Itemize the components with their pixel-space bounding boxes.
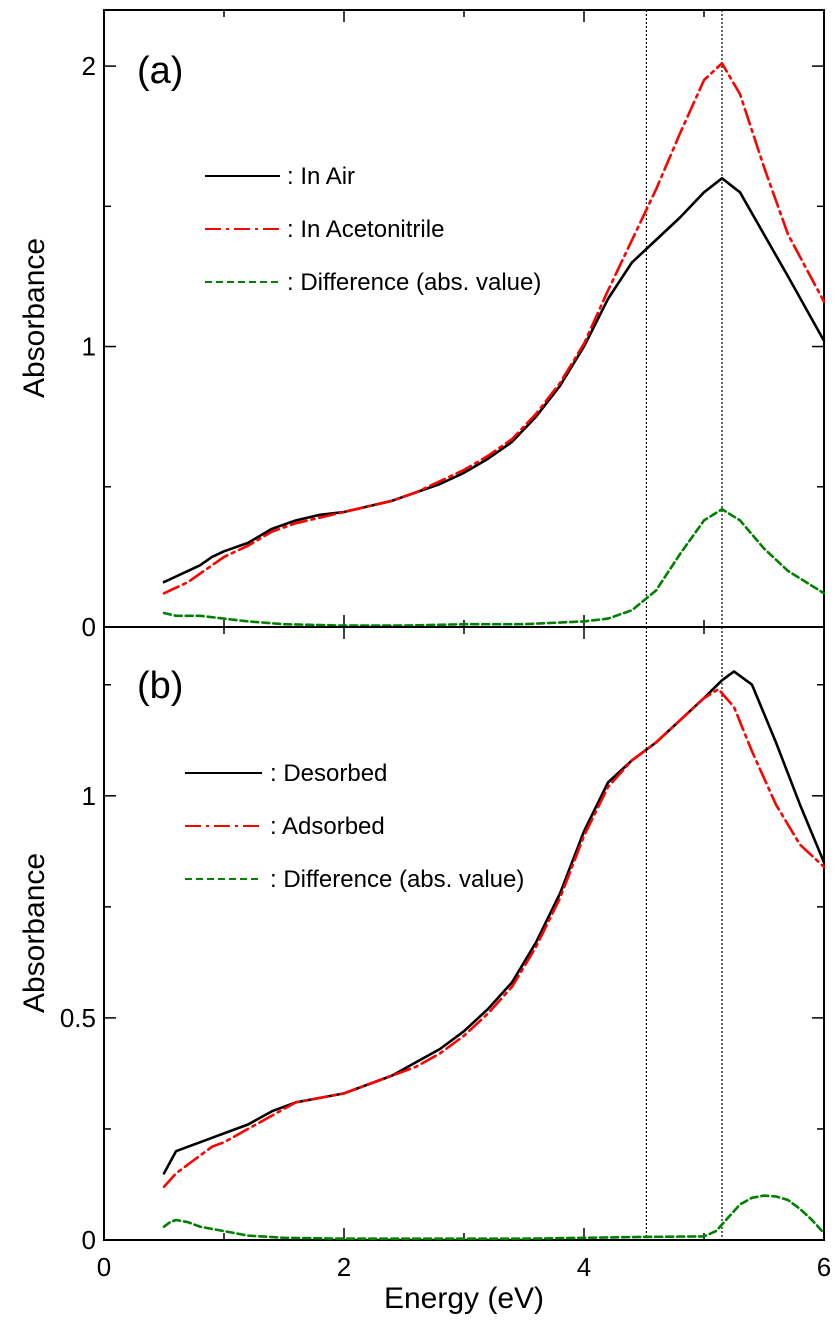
x-tick-label: 4	[577, 1252, 591, 1282]
legend-entry: : In Air	[287, 163, 355, 190]
series-line-2	[162, 61, 826, 595]
series-line-3	[162, 507, 826, 627]
x-tick-label: 0	[97, 1252, 111, 1282]
y-tick-label: 1	[82, 781, 96, 811]
series-line-3	[162, 1194, 826, 1240]
legend-entry: : Desorbed	[270, 760, 387, 787]
legend-entry: : Difference (abs. value)	[287, 269, 541, 296]
y-tick-label: 0.5	[60, 1003, 96, 1033]
x-tick-label: 2	[337, 1252, 351, 1282]
series-line-2	[162, 687, 826, 1188]
panel-b: 0 2 4 6 0 0.5 1 (b) Absorbance Energy (eV) : D…	[18, 626, 831, 1315]
series-line-1	[162, 177, 826, 584]
panel-b-ylabel: Absorbance	[18, 853, 51, 1013]
legend-entry: : Adsorbed	[270, 813, 385, 840]
y-tick-label: 1	[82, 332, 96, 362]
series-line-1	[162, 670, 826, 1175]
legend-entry: : In Acetonitrile	[287, 216, 444, 243]
panel-a-label: (a)	[137, 50, 183, 92]
panel-b-label: (b)	[137, 665, 183, 707]
panel-a-ylabel: Absorbance	[18, 238, 51, 398]
x-axis-label: Energy (eV)	[384, 1282, 544, 1315]
x-tick-label: 6	[817, 1252, 831, 1282]
panel-a-legend: : In Air : In Acetonitrile : Difference (a…	[205, 163, 541, 296]
panel-b-legend: : Desorbed : Adsorbed : Difference (abs. v…	[185, 760, 524, 893]
panel-a: 0 1 2 (a) Absorbance : In Air : In Acetonit…	[18, 9, 826, 642]
legend-entry: : Difference (abs. value)	[270, 866, 524, 893]
y-tick-label: 0	[82, 612, 96, 642]
panel-a-frame	[103, 9, 825, 628]
y-tick-label: 2	[82, 51, 96, 81]
y-tick-label: 0	[82, 1225, 96, 1255]
